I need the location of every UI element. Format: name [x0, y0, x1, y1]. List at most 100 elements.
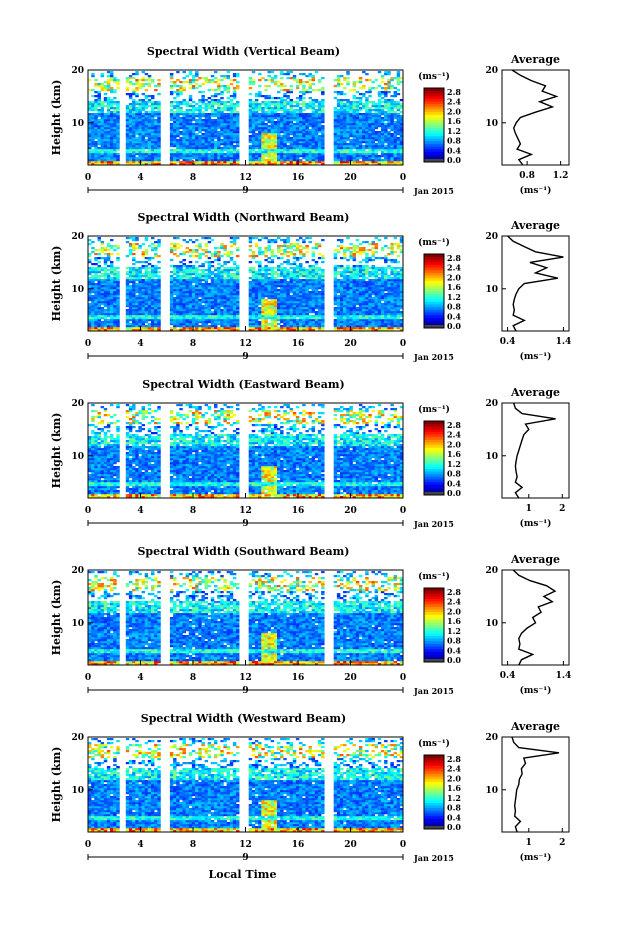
heatmap-cell	[220, 245, 224, 248]
heatmap-cell	[116, 153, 120, 156]
heatmap-cell	[214, 309, 218, 312]
heatmap-cell	[336, 101, 341, 104]
heatmap-cell	[176, 147, 180, 150]
heatmap-cell	[207, 297, 212, 300]
heatmap-cell	[100, 87, 105, 90]
heatmap-cell	[169, 251, 174, 254]
heatmap-cell	[299, 99, 303, 102]
heatmap-cell	[355, 129, 360, 132]
heatmap-cell	[169, 323, 174, 326]
heatmap-cell	[147, 279, 152, 282]
heatmap-cell	[295, 103, 300, 106]
heatmap-cell	[261, 329, 265, 332]
heatmap-cell	[390, 117, 394, 120]
heatmap-cell	[368, 123, 372, 126]
heatmap-cell	[321, 159, 325, 162]
heatmap-cell	[229, 161, 234, 164]
heatmap-cell	[157, 299, 161, 302]
heatmap-cell	[380, 97, 385, 100]
heatmap-cell	[295, 127, 300, 130]
heatmap-cell	[254, 139, 259, 142]
heatmap-cell	[254, 305, 259, 308]
heatmap-cell	[223, 285, 227, 288]
heatmap-cell	[280, 131, 284, 134]
heatmap-cell	[201, 157, 205, 160]
heatmap-cell	[340, 135, 344, 138]
heatmap-cell	[151, 307, 155, 310]
heatmap-cell	[248, 145, 253, 148]
heatmap-cell	[151, 125, 155, 128]
heatmap-cell	[154, 107, 158, 110]
heatmap-cell	[173, 127, 177, 130]
heatmap-cell	[229, 145, 234, 148]
heatmap-cell	[399, 77, 404, 80]
heatmap-cell	[188, 251, 193, 254]
heatmap-cell	[207, 313, 212, 316]
heatmap-cell	[251, 131, 256, 134]
heatmap-cell	[125, 321, 130, 324]
heatmap-cell	[311, 101, 316, 104]
heatmap-cell	[94, 303, 98, 306]
heatmap-cell	[399, 105, 404, 108]
heatmap-cell	[106, 291, 111, 294]
heatmap-cell	[169, 143, 174, 146]
heatmap-cell	[210, 319, 215, 322]
heatmap-cell	[198, 123, 202, 126]
heatmap-cell	[169, 163, 174, 166]
heatmap-cell	[349, 131, 353, 134]
heatmap-cell	[305, 113, 309, 116]
heatmap-cell	[207, 115, 212, 118]
heatmap-cell	[195, 303, 199, 306]
heatmap-cell	[214, 287, 218, 290]
heatmap-cell	[217, 251, 221, 254]
heatmap-cell	[185, 307, 190, 310]
heatmap-cell	[217, 311, 221, 314]
heatmap-cell	[223, 85, 227, 88]
heatmap-cell	[135, 311, 139, 314]
heatmap-cell	[214, 279, 218, 282]
heatmap-cell	[374, 143, 379, 146]
heatmap-cell	[188, 271, 193, 274]
heatmap-cell	[128, 159, 133, 162]
heatmap-cell	[116, 321, 120, 324]
heatmap-cell	[128, 251, 133, 254]
heatmap-cell	[384, 135, 388, 138]
heatmap-cell	[305, 125, 309, 128]
heatmap-cell	[151, 119, 155, 122]
heatmap-cell	[333, 85, 338, 88]
heatmap-cell	[103, 137, 108, 140]
heatmap-cell	[210, 139, 215, 142]
heatmap-cell	[393, 131, 398, 134]
heatmap-cell	[147, 245, 152, 248]
heatmap-cell	[169, 301, 174, 304]
heatmap-cell	[141, 113, 146, 116]
heatmap-cell	[147, 327, 152, 330]
heatmap-cell	[299, 121, 303, 124]
heatmap-cell	[141, 267, 146, 270]
heatmap-cell	[198, 107, 202, 110]
heatmap-cell	[106, 115, 111, 118]
heatmap-cell	[232, 243, 237, 246]
heatmap-cell	[264, 143, 268, 146]
heatmap-cell	[176, 161, 180, 164]
heatmap-cell	[100, 269, 105, 272]
heatmap-cell	[182, 259, 186, 262]
heatmap-cell	[188, 133, 193, 136]
heatmap-cell	[229, 305, 234, 308]
heatmap-cell	[176, 265, 180, 268]
heatmap-cell	[223, 135, 227, 138]
heatmap-cell	[333, 127, 338, 130]
heatmap-cell	[321, 105, 325, 108]
heatmap-cell	[223, 89, 227, 92]
heatmap-cell	[336, 113, 341, 116]
heatmap-cell	[147, 301, 152, 304]
heatmap-cell	[261, 159, 265, 162]
heatmap-cell	[229, 163, 234, 166]
heatmap-cell	[201, 283, 205, 286]
heatmap-cell	[210, 285, 215, 288]
heatmap-cell	[100, 295, 105, 298]
heatmap-cell	[223, 305, 227, 308]
heatmap-cell	[236, 293, 240, 296]
heatmap-cell	[141, 71, 146, 74]
heatmap-cell	[88, 317, 92, 320]
